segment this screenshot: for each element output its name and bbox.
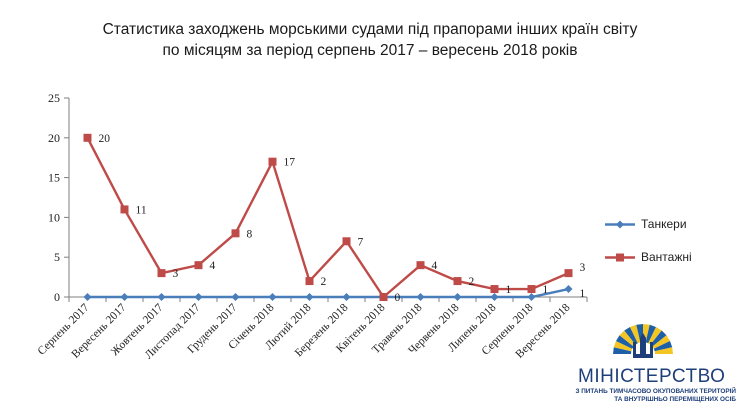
data-label: 2 xyxy=(469,276,475,288)
data-point-diamond xyxy=(490,293,499,301)
chart-axes xyxy=(68,98,587,298)
data-label: 2 xyxy=(321,276,327,288)
data-label: 17 xyxy=(284,157,296,169)
logo-ray xyxy=(616,335,634,349)
data-label: 20 xyxy=(99,133,111,145)
logo-ray xyxy=(630,324,641,344)
chart-title-line-2: по місяцям за період серпень 2017 – вере… xyxy=(162,42,578,59)
data-point-square xyxy=(120,205,129,214)
legend-marker-cargo xyxy=(616,253,624,262)
y-tick-label: 5 xyxy=(54,250,60,264)
chart-title-line-1: Статистика заходжень морськими судами пі… xyxy=(102,21,638,38)
data-point-diamond xyxy=(342,293,351,301)
data-point-diamond xyxy=(194,293,203,301)
data-point-square xyxy=(231,229,240,238)
series-line xyxy=(87,287,569,299)
data-label: 0 xyxy=(395,292,401,304)
data-label: 1 xyxy=(506,284,512,296)
chart-series xyxy=(83,133,573,301)
data-point-diamond xyxy=(83,293,92,301)
data-label: 8 xyxy=(247,228,253,240)
logo-ray xyxy=(650,330,667,347)
y-tick-label: 15 xyxy=(48,171,60,185)
data-point-diamond xyxy=(527,293,536,301)
data-point-square xyxy=(268,157,277,166)
logo-ray xyxy=(652,335,670,349)
logo-subtitle-line-2: ТА ВНУТРІШНЬО ПЕРЕМІЩЕНИХ ОСІБ xyxy=(614,396,736,403)
data-point-square xyxy=(157,269,166,278)
ministry-logo: МІНІСТЕРСТВО З ПИТАНЬ ТИМЧАСОВО ОКУПОВАН… xyxy=(548,320,738,412)
logo-rays xyxy=(613,324,673,354)
series-line xyxy=(86,137,569,299)
y-tick-label: 20 xyxy=(48,131,60,145)
data-point-diamond xyxy=(453,293,462,301)
data-label: 3 xyxy=(580,262,586,274)
data-point-diamond xyxy=(157,293,166,301)
data-point-square xyxy=(305,277,314,286)
logo-ray xyxy=(613,341,633,352)
data-point-square xyxy=(342,237,351,246)
legend-label-cargo: Вантажні xyxy=(641,250,692,264)
logo-ray xyxy=(619,330,636,347)
data-point-square xyxy=(379,293,388,301)
data-point-square xyxy=(194,261,203,270)
data-point-square xyxy=(416,261,425,270)
legend-swatch-cargo xyxy=(605,253,635,262)
logo-subtitle-line-1: З ПИТАНЬ ТИМЧАСОВО ОКУПОВАНИХ ТЕРИТОРІЙ xyxy=(575,388,736,395)
chart-title: Статистика заходжень морськими судами пі… xyxy=(0,19,740,61)
data-point-square xyxy=(564,269,573,278)
legend-marker-tankers xyxy=(616,220,624,229)
logo-subtitle: З ПИТАНЬ ТИМЧАСОВО ОКУПОВАНИХ ТЕРИТОРІЙ … xyxy=(554,388,736,404)
data-label: 3 xyxy=(173,268,179,280)
data-label: 7 xyxy=(358,236,364,248)
data-point-diamond xyxy=(416,293,425,301)
data-point-diamond xyxy=(231,293,240,301)
y-tick-label: 10 xyxy=(48,210,60,224)
logo-ray xyxy=(654,347,673,354)
logo-ray xyxy=(613,347,632,354)
data-label: 4 xyxy=(210,260,216,272)
data-point-square xyxy=(453,277,462,286)
logo-ray xyxy=(645,324,656,344)
y-axis-ticks: 0 5 10 15 20 25 xyxy=(48,91,69,304)
data-label: 1 xyxy=(580,288,586,300)
trident-icon xyxy=(633,333,653,358)
data-point-diamond xyxy=(268,293,277,301)
legend-swatch-tankers xyxy=(605,220,635,229)
data-point-diamond xyxy=(120,293,129,301)
data-point-square xyxy=(83,133,92,142)
y-tick-label: 0 xyxy=(54,290,60,304)
data-label: 11 xyxy=(136,204,147,216)
data-point-diamond xyxy=(564,285,573,294)
logo-emblem xyxy=(613,324,673,358)
logo-name: МІНІСТЕРСТВО xyxy=(578,366,726,387)
data-label: 1 xyxy=(543,284,549,296)
data-point-square xyxy=(527,285,536,294)
data-label: 4 xyxy=(432,260,438,272)
data-point-square xyxy=(490,285,499,294)
y-tick-label: 25 xyxy=(48,91,60,105)
legend-label-tankers: Танкери xyxy=(641,217,687,231)
logo-ray xyxy=(624,327,638,345)
logo-ray xyxy=(653,341,673,352)
logo-ray xyxy=(648,327,662,345)
data-point-diamond xyxy=(305,293,314,301)
